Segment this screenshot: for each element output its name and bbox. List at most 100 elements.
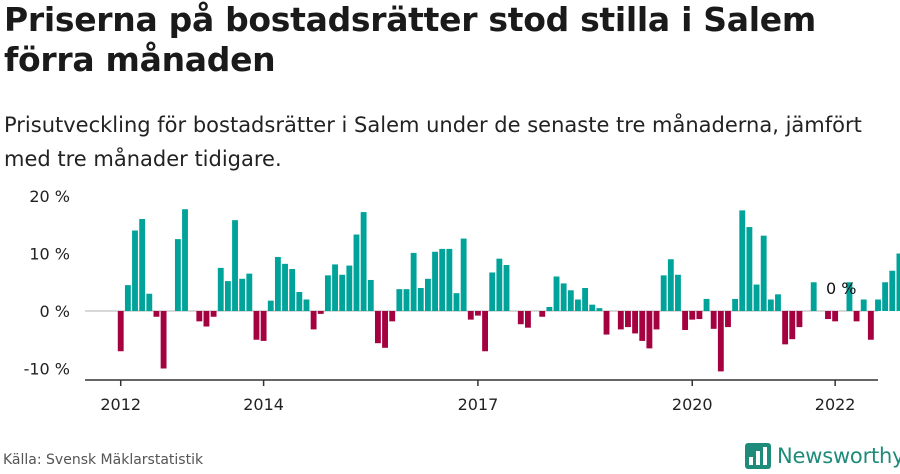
bar [832,311,839,322]
bar [789,311,796,340]
last-value-annotation: 0 % [826,279,856,298]
bar [882,282,889,311]
bar [725,311,731,328]
bar [603,311,610,335]
bar [703,298,710,311]
bar [360,212,367,311]
bar [846,282,853,311]
bar [410,252,417,311]
bar [582,288,589,311]
bar [203,311,210,327]
bar [239,278,246,311]
bar [453,293,460,311]
bar [346,265,353,311]
bar [353,234,360,311]
y-tick-label: -10 % [24,360,70,379]
bar [417,288,424,311]
bar [153,311,160,317]
bar [460,238,467,311]
bar [310,311,317,330]
bar [246,273,253,311]
bar [539,311,546,317]
bar [717,311,724,372]
x-tick-label: 2017 [458,395,499,414]
bar [546,306,553,311]
bar [139,219,146,311]
bar [124,285,131,311]
bar [767,299,774,311]
bar [210,311,217,317]
x-axis [85,379,878,386]
bar [560,283,567,311]
bar [224,281,231,311]
bar [567,290,574,311]
bar [367,279,374,311]
x-tick-label: 2020 [672,395,713,414]
brand-name: Newsworthy [777,444,900,468]
bar [339,274,346,311]
bar [303,299,310,311]
bar [775,294,781,311]
x-tick-label: 2014 [243,395,284,414]
bar [289,269,296,311]
bar [853,311,860,322]
bar [575,299,581,311]
bar [117,311,124,352]
bar [589,304,596,311]
bar [146,293,153,311]
bar [332,264,338,311]
y-tick-label: 20 % [29,187,70,206]
bar [782,311,789,345]
bar [439,248,446,311]
bar [474,311,481,316]
bars [117,209,900,372]
source-note: Källa: Svensk Mäklarstatistik [3,452,204,468]
bar [739,210,746,311]
bar [896,253,900,311]
bar [646,311,653,349]
y-tick-label: 0 % [40,302,70,321]
chart-subtitle: Prisutveckling för bostadsrätter i Salem… [4,113,862,171]
bar [503,265,510,311]
bar [274,256,281,311]
bar [660,275,667,311]
bar [875,299,881,311]
bar [482,311,489,352]
bar [596,308,603,311]
bar [625,311,631,328]
bar [267,300,274,311]
bar [253,311,260,340]
bar [132,230,138,311]
bar [424,278,431,311]
bar [396,289,403,311]
brand-logo[interactable]: Newsworthy [745,441,900,471]
bar [446,248,453,311]
bar [796,311,803,328]
bar [382,311,388,348]
bar [489,272,496,311]
bar [553,276,560,311]
bar [682,311,689,330]
bar [525,311,531,328]
labels: 20 % 10 % 0 % -10 % 2012 2014 2017 2020 2022 0 % [24,187,857,414]
bar [160,311,167,369]
bar [217,267,224,311]
bar [182,209,188,311]
bar [696,311,703,320]
bar [639,311,646,341]
bar [324,275,331,311]
y-tick-label: 10 % [29,245,70,264]
bar [232,220,238,311]
bar [860,299,867,311]
x-tick-label: 2012 [100,395,141,414]
bar [196,311,203,322]
bar [732,298,739,311]
bar [467,311,474,320]
bar [432,251,438,311]
bar [260,311,267,341]
bar [296,292,303,311]
bar [825,311,831,320]
bar [317,311,324,314]
bar [710,311,717,329]
